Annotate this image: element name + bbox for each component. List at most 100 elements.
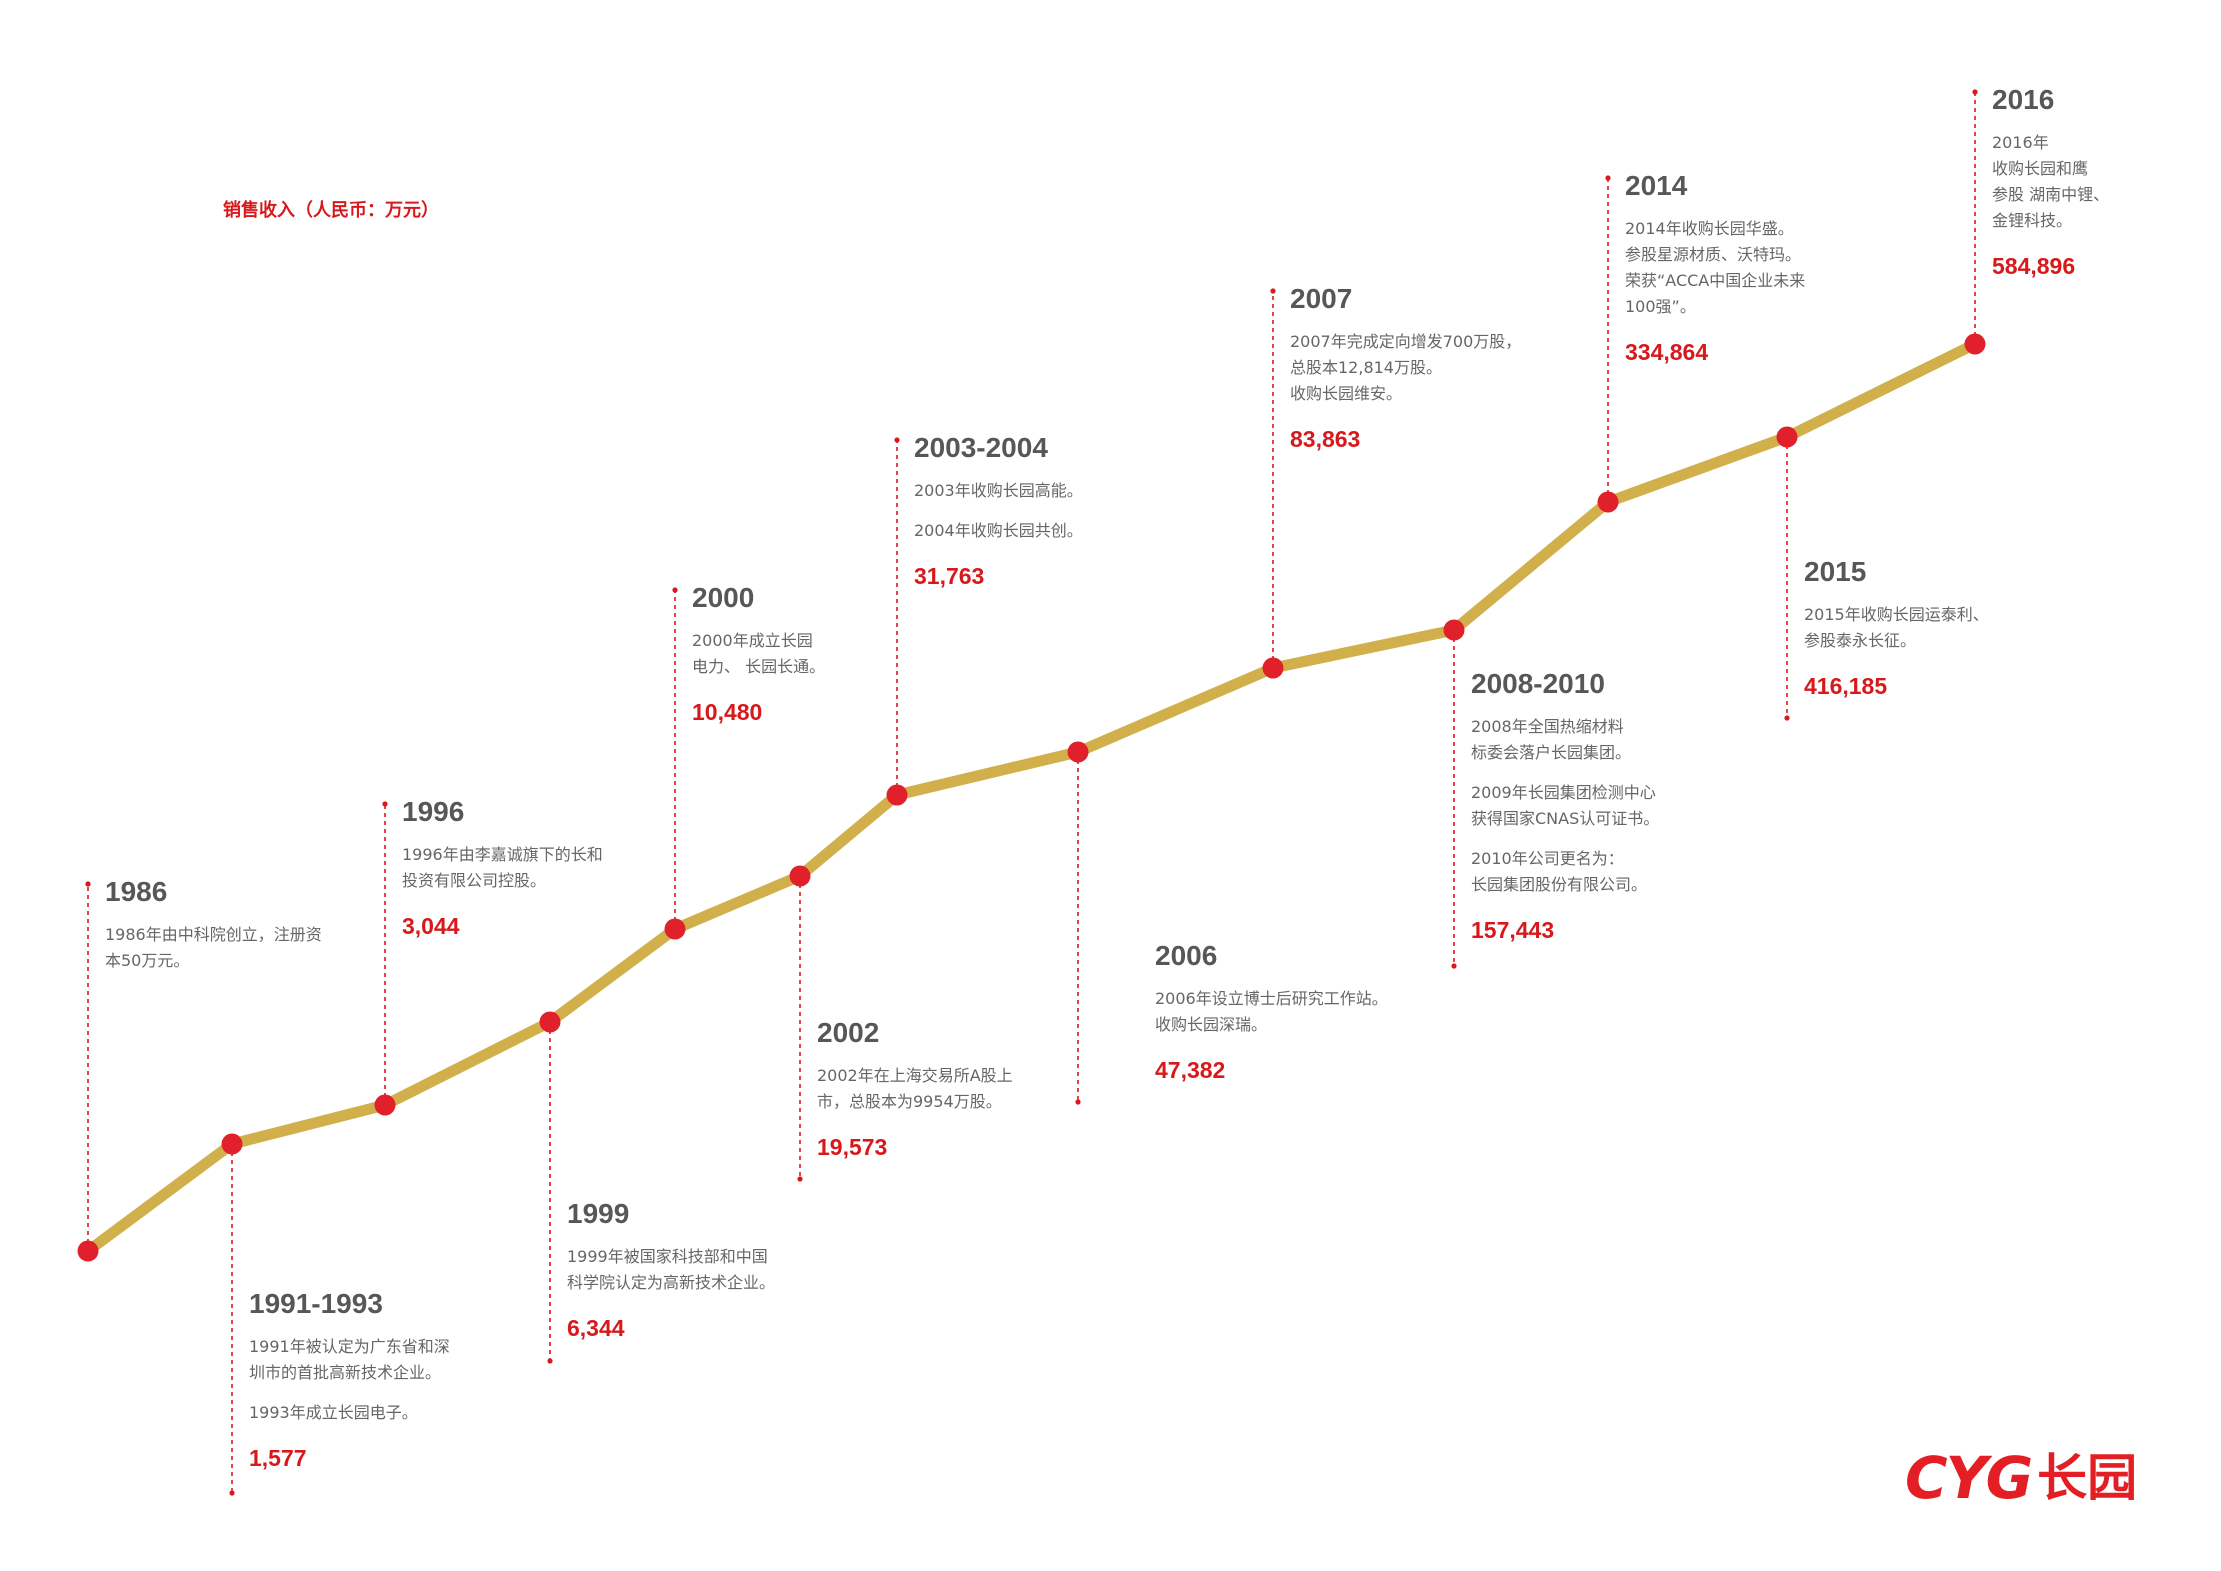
milestone-event: 2003年收购长园高能。	[914, 481, 1083, 500]
milestone-events: 1991年被认定为广东省和深 圳市的首批高新技术企业。 1993年成立长园电子。	[249, 1334, 450, 1426]
milestone-year: 2002	[817, 1017, 880, 1048]
milestone-year: 2003-2004	[914, 432, 1048, 463]
milestone-events: 2008年全国热缩材料 标委会落户长园集团。 2009年长园集团检测中心 获得国家…	[1471, 714, 1659, 898]
milestone-revenue-value: 47,382	[1155, 1057, 1226, 1083]
leader-end-2008-2010	[1451, 963, 1457, 969]
milestone-2014: 2014 2014年收购长园华盛。 参股星源材质、沃特玛。 荣获“ACCA中国企业…	[1625, 170, 1805, 366]
milestone-revenue-value: 10,480	[692, 699, 763, 725]
milestone-2015: 2015 2015年收购长园运泰利、 参股泰永长征。 416,185	[1804, 556, 1989, 700]
leader-end-2006	[1075, 1099, 1081, 1105]
milestone-events: 2006年设立博士后研究工作站。 收购长园深瑞。	[1155, 986, 1388, 1038]
milestone-year: 2007	[1290, 283, 1353, 314]
milestone-events: 1996年由李嘉诚旗下的长和 投资有限公司控股。	[402, 842, 603, 894]
milestone-2003-2004: 2003-2004 2003年收购长园高能。 2004年收购长园共创。 31,763	[914, 432, 1083, 590]
milestone-events: 2016年 收购长园和鹰 参股 湖南中锂、 金锂科技。	[1992, 130, 2109, 234]
leader-end-2016	[1972, 89, 1978, 95]
milestone-revenue-value: 19,573	[817, 1134, 888, 1160]
milestone-event: 2006年设立博士后研究工作站。 收购长园深瑞。	[1155, 989, 1388, 1034]
milestone-revenue-value: 157,443	[1471, 917, 1555, 943]
milestone-event: 1991年被认定为广东省和深 圳市的首批高新技术企业。	[249, 1337, 450, 1382]
milestone-year: 1991-1993	[249, 1288, 383, 1319]
milestone-2000: 2000 2000年成立长园 电力、 长园长通。 10,480	[692, 582, 825, 726]
milestone-year: 2006	[1155, 940, 1218, 971]
milestone-revenue-value: 31,763	[914, 563, 985, 589]
milestone-event: 1999年被国家科技部和中国 科学院认定为高新技术企业。	[567, 1247, 776, 1292]
data-point-1991-1993	[221, 1133, 243, 1155]
data-point-2014	[1597, 491, 1619, 513]
logo-latin: CYG	[1905, 1444, 2033, 1512]
milestone-1996: 1996 1996年由李嘉诚旗下的长和 投资有限公司控股。 3,044	[402, 796, 603, 940]
milestone-events: 2003年收购长园高能。 2004年收购长园共创。	[914, 478, 1083, 544]
company-logo: CYG 长园	[1905, 1448, 2137, 1508]
data-point-2015	[1776, 426, 1798, 448]
milestone-events: 1986年由中科院创立，注册资 本50万元。	[105, 922, 322, 974]
milestone-revenue-value: 83,863	[1290, 426, 1361, 452]
milestone-event: 2009年长园集团检测中心 获得国家CNAS认可证书。	[1471, 783, 1660, 828]
milestone-year: 2000	[692, 582, 755, 613]
leader-end-1991-1993	[229, 1490, 235, 1496]
leader-end-2014	[1605, 175, 1611, 181]
milestone-event: 2007年完成定向增发700万股， 总股本12,814万股。 收购长园维安。	[1290, 332, 1522, 403]
milestone-event: 2010年公司更名为： 长园集团股份有限公司。	[1471, 849, 1648, 894]
data-points	[77, 333, 1986, 1262]
milestone-2006: 2006 2006年设立博士后研究工作站。 收购长园深瑞。 47,382	[1155, 940, 1388, 1084]
leader-end-2000	[672, 587, 678, 593]
milestone-event: 1996年由李嘉诚旗下的长和 投资有限公司控股。	[402, 845, 603, 890]
milestone-events: 2014年收购长园华盛。 参股星源材质、沃特玛。 荣获“ACCA中国企业未来 1…	[1625, 216, 1805, 320]
milestone-events: 2002年在上海交易所A股上 市，总股本为9954万股。	[817, 1063, 1013, 1115]
leader-end-2015	[1784, 715, 1790, 721]
milestone-event: 1986年由中科院创立，注册资 本50万元。	[105, 925, 322, 970]
milestone-1986: 1986 1986年由中科院创立，注册资 本50万元。	[105, 876, 322, 988]
milestone-event: 2014年收购长园华盛。 参股星源材质、沃特玛。 荣获“ACCA中国企业未来 1…	[1625, 219, 1806, 316]
milestone-revenue-value: 334,864	[1625, 339, 1709, 365]
milestone-event: 2016年 收购长园和鹰 参股 湖南中锂、 金锂科技。	[1992, 133, 2110, 230]
leader-end-1996	[382, 801, 388, 807]
leader-end-2007	[1270, 288, 1276, 294]
leader-end-2003-2004	[894, 437, 900, 443]
milestone-2016: 2016 2016年 收购长园和鹰 参股 湖南中锂、 金锂科技。 584,896	[1992, 84, 2109, 280]
milestone-events: 2000年成立长园 电力、 长园长通。	[692, 628, 825, 680]
data-point-2007	[1262, 657, 1284, 679]
data-point-1996	[374, 1094, 396, 1116]
leader-lines	[85, 89, 1978, 1496]
data-point-2006	[1067, 741, 1089, 763]
milestone-year: 2014	[1625, 170, 1688, 201]
milestone-event: 2004年收购长园共创。	[914, 521, 1083, 540]
milestone-2007: 2007 2007年完成定向增发700万股， 总股本12,814万股。 收购长园维…	[1290, 283, 1521, 453]
leader-end-1986	[85, 881, 91, 887]
milestone-2008-2010: 2008-2010 2008年全国热缩材料 标委会落户长园集团。 2009年长园集团…	[1471, 668, 1659, 944]
logo-cn: 长园	[2037, 1449, 2138, 1507]
milestone-events: 1999年被国家科技部和中国 科学院认定为高新技术企业。	[567, 1244, 775, 1296]
data-point-2016	[1964, 333, 1986, 355]
data-point-2000	[664, 918, 686, 940]
chart-title: 销售收入（人民币：万元）	[223, 200, 439, 221]
milestone-year: 1986	[105, 876, 168, 907]
milestone-event: 2015年收购长园运泰利、 参股泰永长征。	[1804, 605, 1989, 650]
milestone-event: 2000年成立长园 电力、 长园长通。	[692, 631, 826, 676]
milestone-1991-1993: 1991-1993 1991年被认定为广东省和深 圳市的首批高新技术企业。 1993…	[249, 1288, 450, 1472]
milestone-2002: 2002 2002年在上海交易所A股上 市，总股本为9954万股。 19,573	[817, 1017, 1013, 1161]
data-point-1999	[539, 1011, 561, 1033]
milestone-revenue-value: 416,185	[1804, 673, 1888, 699]
data-point-2008-2010	[1443, 619, 1465, 641]
milestone-year: 1999	[567, 1198, 630, 1229]
milestone-revenue-value: 3,044	[402, 913, 460, 939]
milestone-revenue-value: 584,896	[1992, 253, 2076, 279]
milestone-event: 1993年成立长园电子。	[249, 1403, 418, 1422]
milestone-year: 2008-2010	[1471, 668, 1605, 699]
milestone-year: 2015	[1804, 556, 1867, 587]
milestone-events: 2007年完成定向增发700万股， 总股本12,814万股。 收购长园维安。	[1290, 329, 1521, 407]
milestone-1999: 1999 1999年被国家科技部和中国 科学院认定为高新技术企业。 6,344	[567, 1198, 775, 1342]
milestone-events: 2015年收购长园运泰利、 参股泰永长征。	[1804, 602, 1989, 654]
data-point-2003-2004	[886, 784, 908, 806]
milestone-revenue-value: 1,577	[249, 1445, 307, 1471]
milestone-year: 2016	[1992, 84, 2055, 115]
milestone-event: 2008年全国热缩材料 标委会落户长园集团。	[1471, 717, 1632, 762]
milestone-revenue-value: 6,344	[567, 1315, 625, 1341]
data-point-2002	[789, 865, 811, 887]
leader-end-2002	[797, 1176, 803, 1182]
leader-end-1999	[547, 1358, 553, 1364]
milestone-year: 1996	[402, 796, 465, 827]
